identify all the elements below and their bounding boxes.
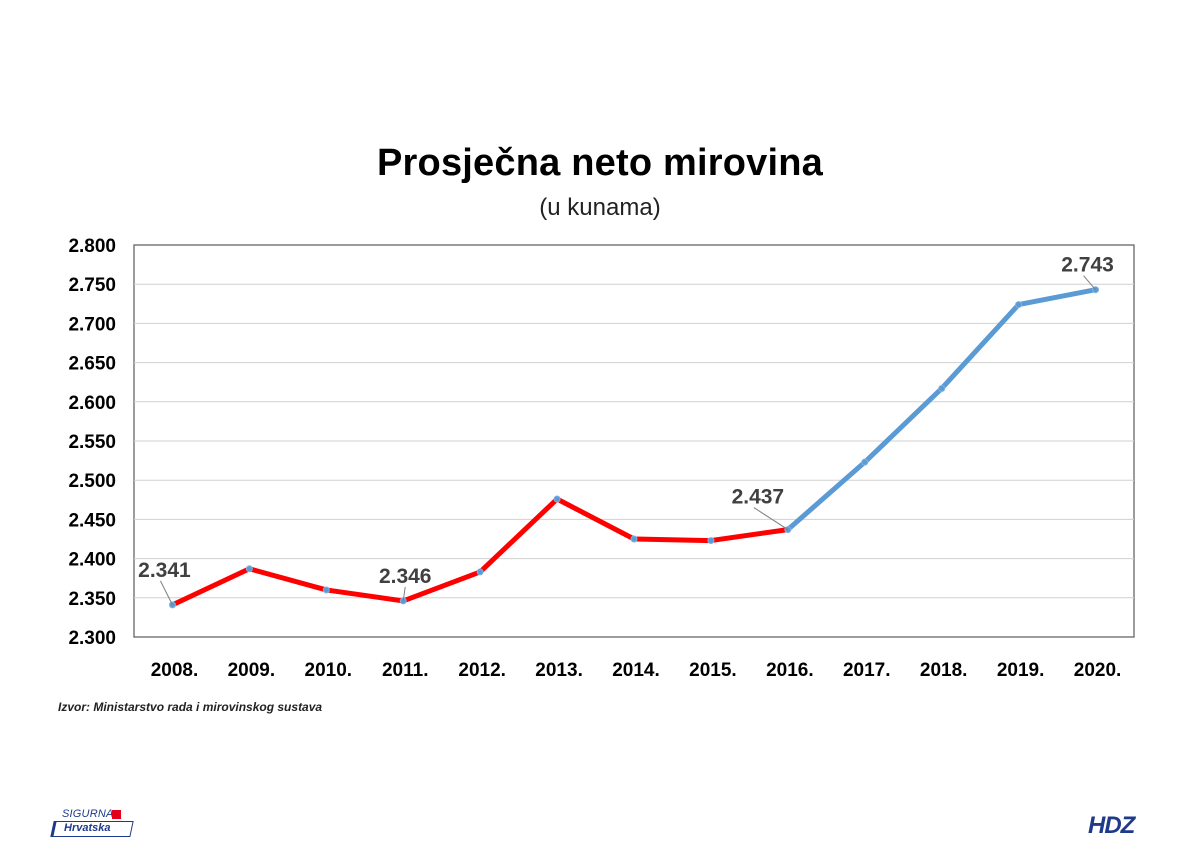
x-axis-ticks: 2008. 2009. 2010. 2011. 2012. 2013. 2014. 2015.… (151, 660, 1122, 681)
grid-lines (133, 244, 1135, 638)
x-tick-label: 2008. (151, 660, 199, 681)
x-tick-label: 2014. (612, 660, 660, 681)
x-tick-label: 2019. (997, 660, 1045, 681)
data-label: 2.743 (1061, 254, 1114, 277)
y-tick-label: 2.350 (68, 589, 116, 610)
x-tick-label: 2013. (535, 660, 583, 681)
y-tick-label: 2.750 (68, 275, 116, 296)
y-tick-label: 2.500 (68, 471, 116, 492)
y-tick-label: 2.600 (68, 393, 116, 414)
hdz-logo: HDZ (1088, 812, 1135, 839)
series-line-segment-2 (785, 287, 1099, 533)
y-tick-label: 2.650 (68, 354, 116, 375)
data-point (707, 537, 715, 545)
data-label-leader (1083, 275, 1096, 291)
data-point (861, 458, 869, 466)
x-tick-label: 2020. (1074, 660, 1122, 681)
y-tick-label: 2.550 (68, 432, 116, 453)
data-point (553, 495, 561, 503)
x-tick-label: 2015. (689, 660, 737, 681)
data-label: 2.346 (379, 565, 432, 588)
y-tick-label: 2.800 (68, 236, 116, 257)
logo-red-square (112, 810, 121, 819)
source-note: Izvor: Ministarstvo rada i mirovinskog s… (58, 700, 323, 714)
x-tick-label: 2011. (382, 660, 429, 681)
data-label: 2.437 (732, 486, 785, 509)
data-points (168, 286, 1100, 609)
x-tick-label: 2016. (766, 660, 814, 681)
data-label-leader (753, 507, 789, 531)
x-tick-label: 2017. (843, 660, 891, 681)
logo-line-2: Hrvatska (64, 822, 111, 834)
data-point (1015, 301, 1023, 309)
data-point (476, 568, 484, 576)
data-point (322, 586, 330, 594)
y-tick-label: 2.400 (68, 550, 116, 571)
series-lines (169, 287, 1099, 608)
data-labels: 2.341 2.346 2.437 2.743 (138, 254, 1114, 606)
y-axis-ticks: 2.300 2.350 2.400 2.450 2.500 2.550 2.600 2.650… (68, 236, 116, 649)
y-tick-label: 2.300 (68, 628, 116, 649)
x-tick-label: 2010. (305, 660, 353, 681)
y-tick-label: 2.700 (68, 314, 116, 335)
data-point (630, 535, 638, 543)
data-point (938, 384, 946, 392)
data-label-leader (160, 580, 173, 606)
sigurna-hrvatska-logo: SIGURNA Hrvatska (50, 808, 136, 838)
y-tick-label: 2.450 (68, 510, 116, 531)
chart-title: Prosječna neto mirovina (377, 142, 823, 184)
data-label-leader (402, 586, 406, 602)
logo-line-1: SIGURNA (62, 808, 114, 820)
x-tick-label: 2009. (228, 660, 276, 681)
data-point (245, 565, 253, 573)
chart-subtitle: (u kunama) (539, 194, 661, 221)
series-line-segment-1 (169, 496, 791, 608)
data-label: 2.341 (138, 559, 191, 582)
x-tick-label: 2018. (920, 660, 968, 681)
x-tick-label: 2012. (458, 660, 506, 681)
